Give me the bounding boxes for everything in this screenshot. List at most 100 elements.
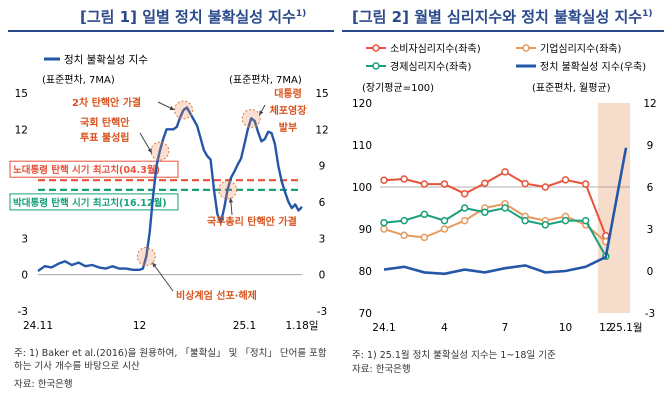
chart1-reference-label: 박대통령 탄핵 시기 최고치(16.12월)	[13, 197, 167, 209]
chart1-right-tick-label: 0	[319, 270, 326, 282]
chart2-series-point	[440, 180, 449, 188]
chart1-panel: 정치 불확실성 지수 (표준편차, 7MA) (표준편차, 7MA) 15 15 12 12…	[0, 33, 336, 345]
chart2-legend-label: 기업심리지수(좌축)	[540, 42, 622, 55]
chart1-annotation: 2차 탄핵안 가결	[72, 96, 141, 109]
chart2-series-point	[380, 218, 388, 227]
chart2-source: 자료: 한국은행	[352, 364, 411, 375]
chart1-event-marker	[136, 247, 156, 266]
chart2-left-tick-label: 90	[359, 224, 372, 236]
chart1-left-tick-label: 0	[21, 270, 28, 282]
chart2-right-tick-label: 12	[643, 98, 656, 110]
chart1-annotation: 대통령 체포영장 발부	[270, 87, 308, 134]
chart2-right-axis-label: (표준편차, 월평균)	[532, 82, 611, 94]
chart1-right-tick-label: 6	[319, 197, 326, 209]
chart1-left-tick-label: 15	[15, 88, 28, 100]
chart1-annotation: 국회 탄핵안 투표 불성립	[80, 116, 130, 144]
chart2-legend-marker	[372, 44, 380, 52]
chart2-title: [그림 2] 월별 심리지수와 정치 불확실성 지수1)	[352, 8, 653, 26]
chart2-series-line	[383, 170, 607, 237]
chart2-series-point	[440, 225, 449, 233]
chart2-svg: 소비자심리지수(좌축) 기업심리지수(좌축) 경제심리지수(좌축) 정치 불확실성 지…	[352, 42, 657, 334]
chart1-left-tick-label: -3	[18, 306, 28, 318]
chart2-series-point	[380, 176, 388, 185]
chart1-source: 자료: 한국은행	[14, 379, 73, 390]
chart2-series-point	[521, 216, 529, 225]
chart1-annotation-arrowhead	[259, 110, 264, 116]
chart2-series-point	[581, 216, 590, 225]
chart1-title: [그림 1] 일별 정치 불확실성 지수1)	[80, 8, 307, 26]
chart1-annotation: 비상계엄 선포·해제	[176, 289, 257, 302]
chart1-annotation-arrow	[151, 262, 174, 292]
chart1-right-tick-label: 15	[315, 88, 328, 100]
chart1-x-tick-label: 24.11	[23, 320, 53, 332]
chart2-series-point	[501, 168, 509, 176]
chart2-series-point	[581, 180, 590, 188]
chart1-right-tick-label: 9	[319, 161, 326, 173]
chart2-legend-label: 소비자심리지수(좌축)	[390, 43, 481, 55]
chart2-right-tick-label: 0	[647, 266, 654, 278]
chart2-series-point	[460, 216, 469, 225]
chart1-left-tick-label: 3	[21, 233, 28, 245]
chart1-annotation-arrowhead	[169, 106, 175, 110]
chart2-left-tick-label: 100	[352, 182, 372, 194]
chart1-reference-label-box	[9, 193, 179, 211]
chart2-series-point	[460, 189, 469, 198]
chart1-x-tick-label: 12	[133, 320, 146, 332]
chart2-right-tick-label: 3	[647, 224, 654, 236]
chart2-series-point	[420, 210, 429, 219]
chart2-x-tick-label: 24.1	[372, 322, 395, 334]
chart1-right-axis-label: (표준편차, 7MA)	[229, 74, 302, 86]
chart2-legend-marker	[372, 62, 380, 70]
chart1-right-tick-label: 12	[315, 124, 328, 136]
chart2-series-point	[561, 176, 570, 184]
chart2-left-tick-label: 110	[352, 140, 372, 152]
chart1-left-axis-label: (표준편차, 7MA)	[42, 74, 115, 86]
chart1-annotation-arrowhead	[228, 197, 234, 203]
chart1-right-tick-label: -3	[317, 306, 327, 318]
chart2-left-tick-label: 70	[359, 308, 372, 320]
chart2-right-tick-label: -3	[645, 308, 655, 320]
chart2-series-point	[400, 216, 408, 225]
chart2-series-point	[420, 233, 429, 242]
chart2-series-point	[380, 225, 388, 233]
chart2-x-tick-label: 25.1월	[609, 322, 642, 334]
chart2-series-line	[383, 147, 628, 276]
chart2-series-point	[400, 231, 408, 240]
chart2-series-point	[561, 216, 570, 225]
chart1-event-marker	[218, 180, 238, 200]
chart1-svg: 정치 불확실성 지수 (표준편차, 7MA) (표준편차, 7MA) 15 15 12 12…	[9, 53, 329, 332]
chart2-left-tick-label: 120	[352, 98, 372, 110]
chart2-series-point	[481, 179, 489, 187]
chart2-series-point	[420, 180, 429, 188]
chart2-left-axis-label: (장기평균=100)	[362, 82, 434, 94]
chart2-series-point	[541, 221, 550, 229]
chart1-left-tick-label: 12	[15, 124, 28, 136]
chart2-legend-marker	[522, 44, 530, 52]
chart1-title-underline	[8, 30, 334, 32]
chart2-legend-label: 정치 불확실성 지수(우축)	[540, 61, 646, 73]
chart2-series-point	[521, 179, 529, 188]
chart2-series-point	[541, 183, 550, 191]
chart2-x-tick-label: 7	[502, 322, 509, 334]
chart2-right-tick-label: 6	[647, 182, 654, 194]
chart1-event-marker	[174, 100, 194, 120]
chart2-left-tick-label: 80	[359, 266, 372, 278]
chart2-panel: 소비자심리지수(좌축) 기업심리지수(좌축) 경제심리지수(좌축) 정치 불확실성 지…	[336, 33, 670, 345]
chart1-legend-label: 정치 불확실성 지수	[64, 53, 148, 66]
chart2-series-line	[383, 206, 607, 257]
chart1-annotation-arrowhead	[147, 148, 152, 154]
chart2-title-underline	[342, 30, 664, 32]
chart2-series-point	[501, 204, 509, 212]
chart1-event-marker	[150, 141, 170, 161]
chart2-legend-label: 경제심리지수(좌축)	[390, 60, 472, 73]
chart2-note: 주: 1) 25.1월 정치 불확실성 지수는 1~18일 기준	[352, 350, 556, 361]
chart1-x-tick-label: 1.18일	[285, 319, 318, 332]
chart1-x-tick-label: 25.1	[233, 320, 256, 332]
chart1-event-marker	[241, 108, 261, 128]
chart1-annotation-arrowhead	[152, 262, 157, 268]
chart1-series-line	[37, 106, 303, 272]
chart2-x-tick-label: 10	[559, 322, 572, 334]
chart2-right-tick-label: 9	[647, 140, 654, 152]
chart2-x-tick-label: 4	[441, 322, 448, 334]
chart1-right-tick-label: 3	[319, 233, 326, 245]
